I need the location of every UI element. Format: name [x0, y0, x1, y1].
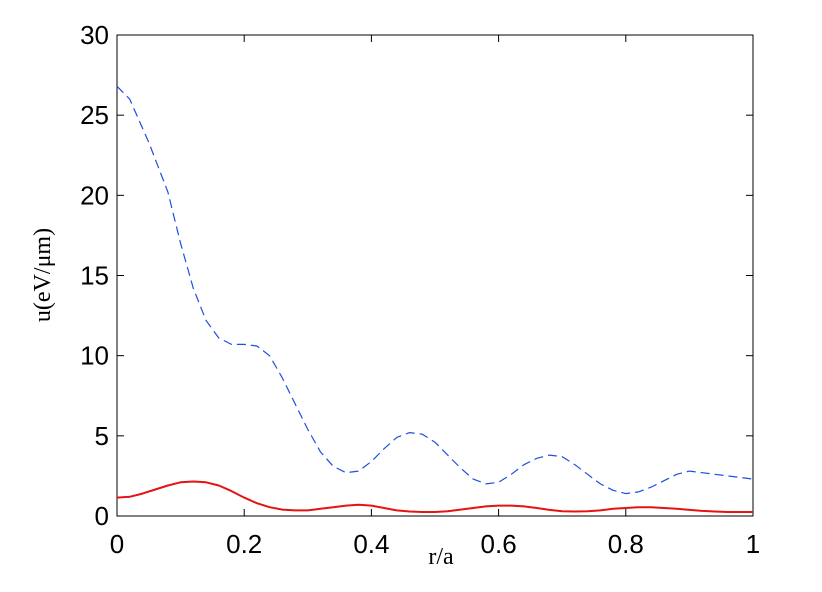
series-line-2 — [116, 480, 753, 513]
x-tick-label: 0.4 — [353, 529, 389, 559]
x-tick-label: 0 — [110, 529, 124, 559]
y-tick-label: 10 — [80, 341, 109, 371]
y-tick-label: 20 — [80, 180, 109, 210]
x-tick-label: 0.6 — [481, 529, 517, 559]
y-tick-label: 15 — [80, 261, 109, 291]
x-tick-labels: 0 0.2 0.4 0.6 0.8 1 — [110, 529, 760, 559]
y-tick-label: 5 — [95, 421, 109, 451]
y-tick-labels: 0 5 10 15 20 25 30 — [80, 20, 109, 531]
y-axis-label: u(eV/μm) — [30, 228, 56, 322]
y-tick-label: 25 — [80, 100, 109, 130]
x-axis-label: r/a — [428, 544, 454, 570]
y-tick-label: 30 — [80, 20, 109, 50]
plot-area — [116, 34, 754, 517]
series-group — [116, 85, 754, 513]
x-tick-label: 0.2 — [226, 529, 262, 559]
axis-ticks — [116, 34, 754, 517]
x-tick-label: 1 — [746, 529, 760, 559]
y-tick-label: 0 — [95, 501, 109, 531]
x-tick-label: 0.8 — [608, 529, 644, 559]
series-line-1 — [116, 85, 754, 495]
